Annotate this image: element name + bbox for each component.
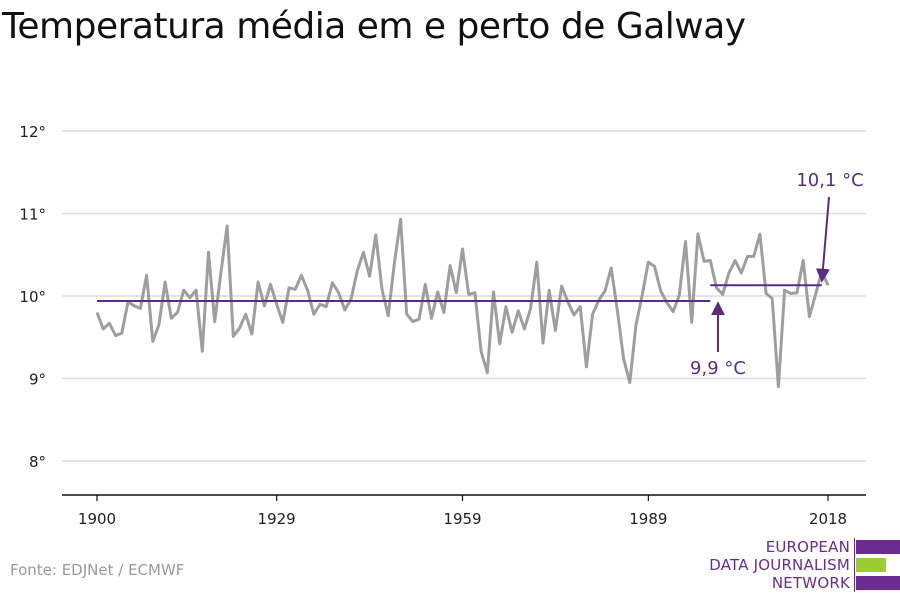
series-group (95, 217, 830, 389)
x-tick-label: 1989 (629, 510, 667, 528)
annotations: 9,9 °C 10,1 °C (690, 170, 864, 379)
logo-bar-2 (856, 558, 886, 572)
y-axis-ticks: 8° 9° 10° 11° 12° (19, 123, 46, 471)
x-tick-label: 1900 (78, 510, 116, 528)
temperature-series-line (95, 217, 830, 389)
average-1-label: 9,9 °C (690, 358, 746, 379)
logo-bar-1 (856, 540, 900, 554)
logo-line-3: NETWORK (771, 574, 850, 592)
average-lines (97, 284, 822, 302)
y-tick-label: 11° (19, 206, 46, 224)
x-tick-label: 1929 (258, 510, 296, 528)
y-tick-label: 10° (19, 288, 46, 306)
logo-line-1: EUROPEAN (765, 538, 850, 556)
logo-divider (854, 538, 855, 592)
chart-title: Temperatura média em e perto de Galway (2, 6, 746, 47)
x-tick-label: 1959 (443, 510, 481, 528)
average-2-label: 10,1 °C (796, 170, 863, 191)
x-axis: 1900 1929 1959 1989 2018 (62, 494, 866, 528)
x-tick-label: 2018 (809, 510, 847, 528)
y-tick-label: 9° (29, 371, 46, 389)
logo-bar-3 (856, 576, 900, 590)
logo-line-2: DATA JOURNALISM (709, 556, 850, 574)
edjnet-logo[interactable]: EUROPEAN DATA JOURNALISM NETWORK (708, 538, 900, 592)
source-note: Fonte: EDJNet / ECMWF (10, 561, 185, 579)
line-chart: 8° 9° 10° 11° 12° 1900 1929 1959 1989 2018 9,9 °… (19, 123, 866, 528)
average-2-arrow (815, 196, 830, 283)
y-tick-label: 12° (19, 123, 46, 141)
y-tick-label: 8° (29, 453, 46, 471)
